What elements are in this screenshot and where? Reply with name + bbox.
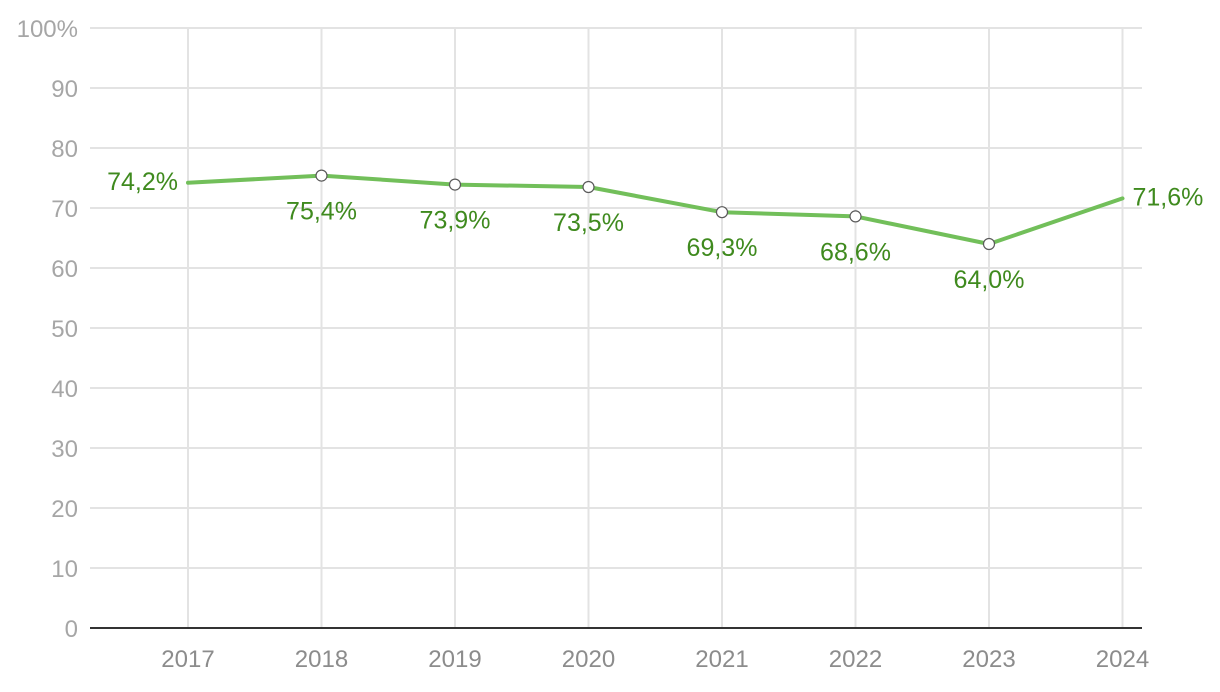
x-tick-label: 2019 <box>428 646 481 673</box>
data-label: 64,0% <box>954 266 1025 294</box>
y-tick-label: 100% <box>17 16 78 43</box>
data-label: 73,5% <box>553 209 624 237</box>
x-tick-label: 2023 <box>962 646 1015 673</box>
data-label: 74,2% <box>107 168 178 196</box>
y-tick-label: 40 <box>51 376 78 403</box>
grid <box>90 27 1142 628</box>
data-labels: 74,2% 75,4% 73,9% 73,5% 69,3% 68,6% 64,0% 71,6% <box>107 168 1203 294</box>
y-tick-label: 10 <box>51 556 78 583</box>
data-label: 75,4% <box>286 198 357 226</box>
y-tick-label: 20 <box>51 496 78 523</box>
y-tick-label: 60 <box>51 256 78 283</box>
y-tick-label: 50 <box>51 316 78 343</box>
series <box>186 169 1125 251</box>
x-tick-label: 2022 <box>829 646 882 673</box>
data-point <box>849 210 862 223</box>
data-label: 69,3% <box>687 234 758 262</box>
x-tick-label: 2021 <box>695 646 748 673</box>
data-point <box>448 178 462 191</box>
y-tick-label: 70 <box>51 196 78 223</box>
data-label: 73,9% <box>420 207 491 235</box>
x-tick-label: 2018 <box>295 646 348 673</box>
y-axis-ticks: 0 10 20 30 40 50 60 70 80 90 100% <box>17 16 78 643</box>
x-axis-ticks: 2017 2018 2019 2020 2021 2022 2023 2024 <box>161 646 1149 673</box>
data-point <box>715 206 729 219</box>
x-tick-label: 2024 <box>1096 646 1149 673</box>
x-tick-label: 2017 <box>161 646 214 673</box>
y-tick-label: 80 <box>51 136 78 163</box>
data-label: 71,6% <box>1133 183 1204 211</box>
data-point <box>582 180 595 194</box>
data-label: 68,6% <box>820 238 891 266</box>
y-tick-label: 0 <box>65 616 78 643</box>
data-point <box>315 169 328 182</box>
y-tick-label: 30 <box>51 436 78 463</box>
data-point <box>982 237 996 251</box>
y-tick-label: 90 <box>51 76 78 103</box>
x-tick-label: 2020 <box>562 646 615 673</box>
series-line <box>186 173 1125 246</box>
